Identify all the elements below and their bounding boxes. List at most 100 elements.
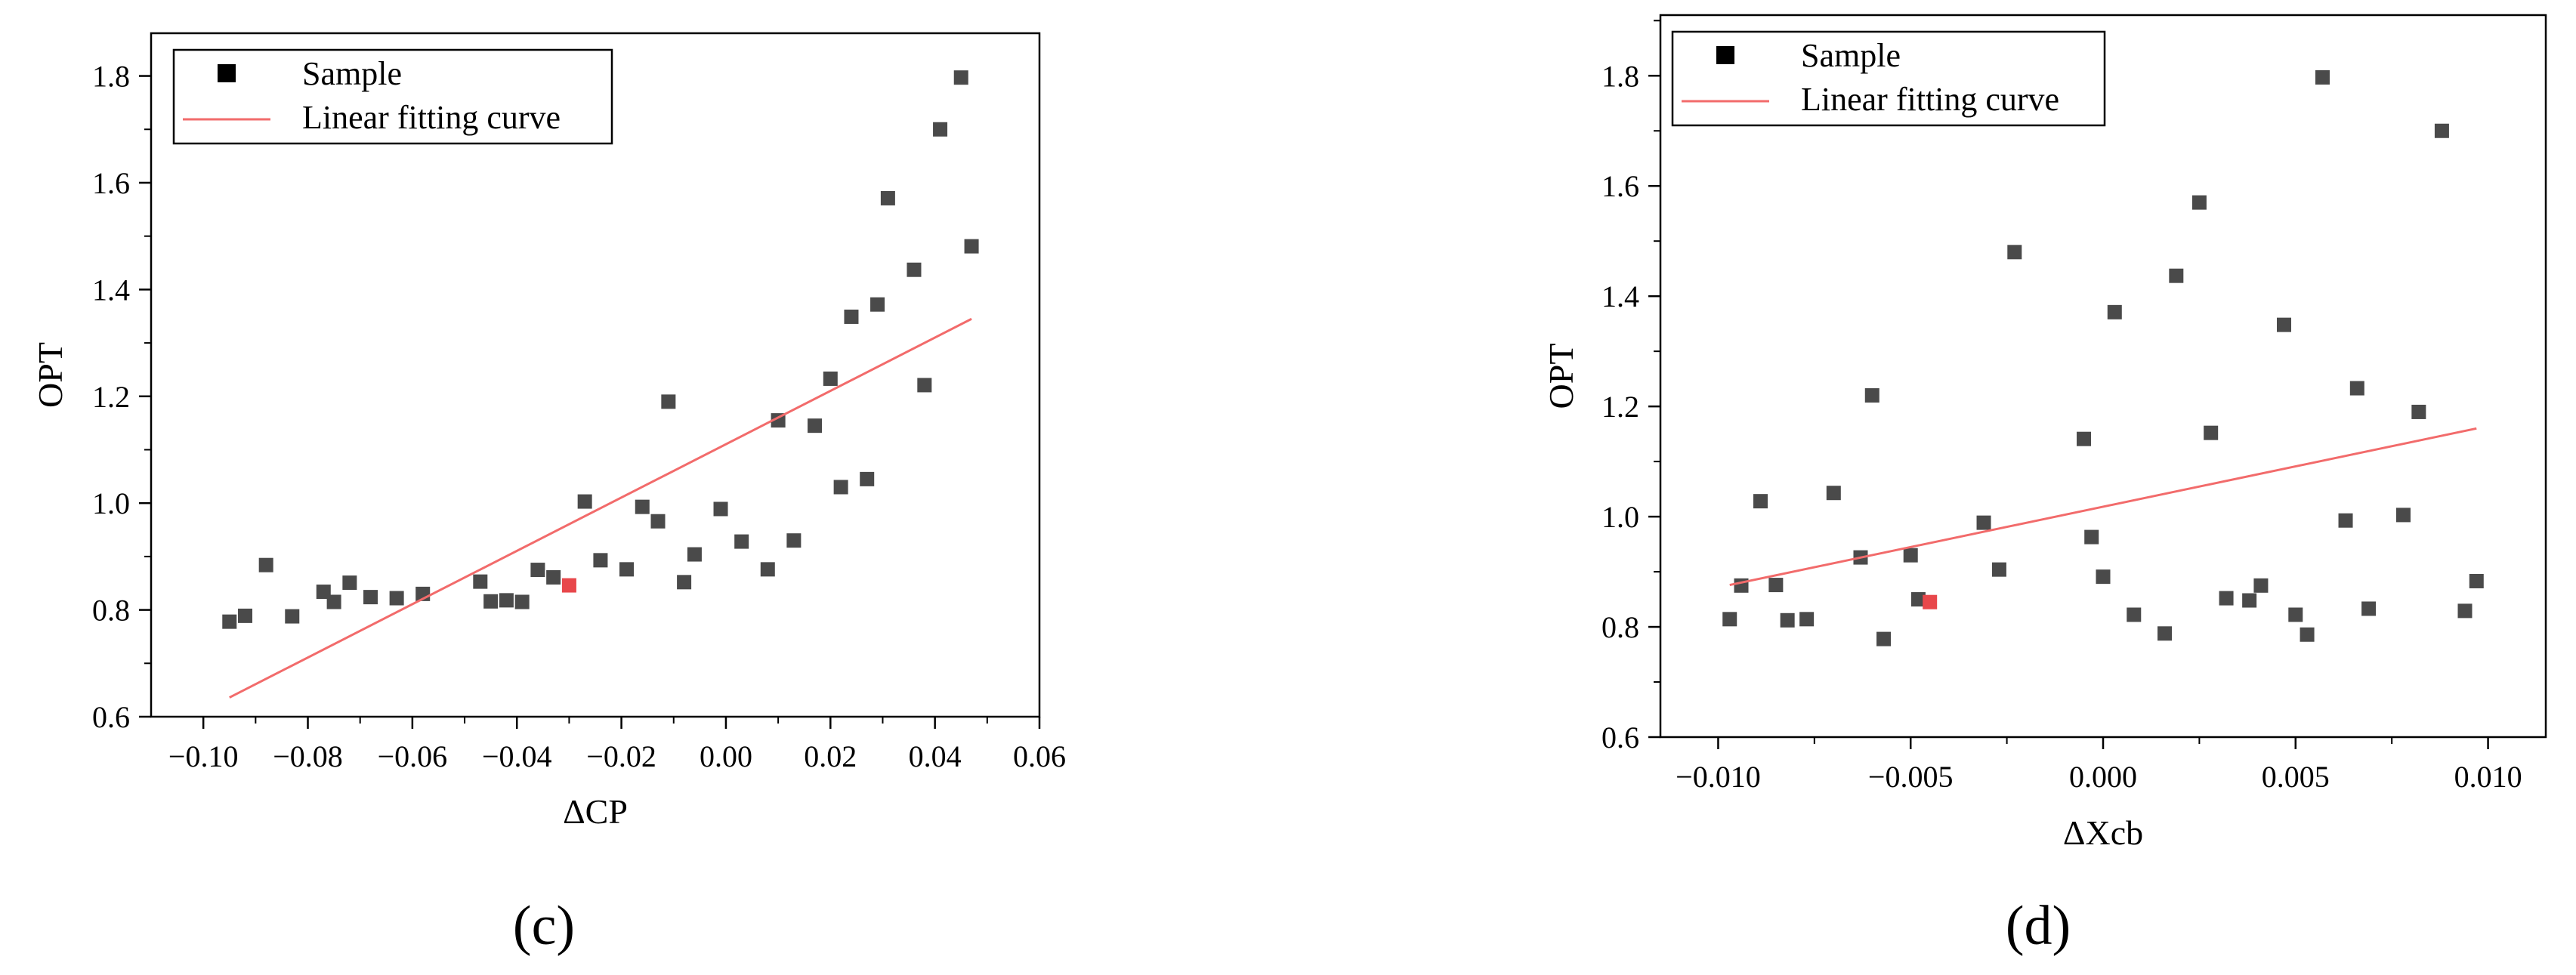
y-axis-title: OPT: [1542, 344, 1580, 409]
x-tick-label: 0.005: [2262, 760, 2330, 794]
sample-point: [808, 418, 823, 434]
sample-point: [577, 494, 592, 509]
sample-point: [593, 553, 608, 568]
sample-point: [1991, 562, 2006, 577]
sample-point: [2242, 593, 2257, 608]
sample-point: [2157, 626, 2173, 641]
sample-point: [713, 501, 728, 517]
sample-point: [2204, 425, 2219, 440]
sample-point: [2434, 123, 2449, 138]
y-tick-label: 1.8: [92, 60, 130, 94]
sample-point: [2411, 404, 2426, 419]
x-tick-label: −0.010: [1676, 760, 1761, 794]
panel-label: (d): [2006, 895, 2071, 957]
sample-point: [363, 590, 378, 605]
sample-point: [2127, 607, 2142, 622]
sample-point: [2361, 601, 2377, 616]
sample-point: [661, 394, 676, 409]
sample-point: [546, 569, 561, 585]
sample-point: [2469, 573, 2484, 588]
fit-line: [1729, 427, 2477, 587]
panel-label: (c): [513, 895, 575, 957]
y-tick-label: 0.6: [1602, 720, 1639, 754]
legend: Sample Linear fitting curve: [172, 48, 613, 145]
sample-point: [2253, 578, 2269, 593]
legend-box: [172, 48, 613, 145]
y-tick-label: 1.6: [92, 166, 130, 200]
legend-fit-label: Linear fitting curve: [302, 99, 561, 136]
sample-point: [650, 514, 666, 529]
x-tick-label: 0.010: [2454, 760, 2522, 794]
y-tick-label: 0.8: [1602, 610, 1639, 644]
sample-point: [1780, 612, 1795, 628]
sample-point: [238, 608, 253, 623]
sample-point: [635, 499, 650, 514]
legend-sample-marker: [218, 64, 236, 82]
x-axis-title: ΔXcb: [2063, 813, 2143, 852]
sample-point: [833, 480, 848, 495]
sample-point: [1910, 592, 1926, 607]
x-tick-label: −0.06: [378, 739, 448, 773]
sample-point: [1876, 631, 1892, 646]
legend-sample-label: Sample: [302, 55, 402, 92]
sample-point: [786, 533, 802, 548]
legend-fit-label: Linear fitting curve: [1801, 81, 2059, 118]
x-axis-title: ΔCP: [563, 792, 628, 831]
chart-panel-d: −0.010 −0.005 0.000 0.005 0.010 0.6 0.8 1.0 1.2 1…: [1542, 14, 2547, 957]
sample-point: [734, 534, 749, 549]
sample-point: [844, 309, 859, 324]
sample-point: [2007, 245, 2022, 260]
sample-point: [860, 471, 875, 486]
x-tick-label: 0.000: [2069, 760, 2137, 794]
sample-point: [760, 562, 775, 577]
sample-point: [499, 593, 514, 608]
y-tick-label: 1.0: [92, 486, 130, 520]
sample-point: [342, 575, 357, 591]
sample-point: [1753, 494, 1768, 509]
legend: Sample Linear fitting curve: [1671, 30, 2106, 127]
sample-point: [619, 562, 635, 577]
sample-point: [1768, 578, 1784, 593]
sample-point: [389, 591, 404, 606]
sample-point: [2169, 268, 2184, 283]
sample-point: [326, 594, 341, 609]
sample-point: [483, 594, 499, 609]
sample-point: [2084, 529, 2099, 545]
x-tick-label: −0.10: [168, 739, 239, 773]
plot-frame: [150, 32, 1041, 718]
sample-point: [953, 70, 968, 85]
sample-point: [2338, 513, 2353, 528]
sample-point: [1903, 548, 1918, 563]
sample-point: [1826, 486, 1841, 501]
y-tick-label: 1.2: [1602, 390, 1639, 424]
x-tick-label: 0.00: [700, 739, 752, 773]
sample-point: [1722, 612, 1737, 627]
y-tick-label: 0.6: [92, 700, 130, 734]
sample-point: [2219, 591, 2234, 606]
y-tick-label: 1.4: [92, 273, 130, 307]
sample-point: [2288, 607, 2303, 622]
x-tick-label: −0.005: [1868, 760, 1954, 794]
x-tick-label: 0.04: [909, 739, 962, 773]
sample-point: [2315, 69, 2330, 85]
x-tick-label: −0.02: [586, 739, 656, 773]
legend-sample-label: Sample: [1801, 37, 1901, 74]
x-tick-label: 0.02: [804, 739, 857, 773]
highlight-point: [561, 578, 576, 593]
sample-point: [2096, 569, 2111, 585]
x-tick-label: −0.08: [273, 739, 343, 773]
sample-point: [473, 574, 488, 589]
sample-point: [1799, 612, 1815, 627]
highlight-point: [1923, 594, 1938, 609]
sample-point: [1864, 388, 1879, 403]
y-tick-label: 0.8: [92, 594, 130, 628]
y-axis-title: OPT: [31, 342, 69, 408]
sample-point: [2457, 603, 2473, 619]
sample-point: [222, 614, 237, 629]
sample-point: [880, 190, 895, 205]
sample-point: [258, 557, 273, 572]
sample-point: [933, 122, 948, 137]
sample-point: [2276, 317, 2291, 332]
x-tick-label: 0.06: [1013, 739, 1066, 773]
